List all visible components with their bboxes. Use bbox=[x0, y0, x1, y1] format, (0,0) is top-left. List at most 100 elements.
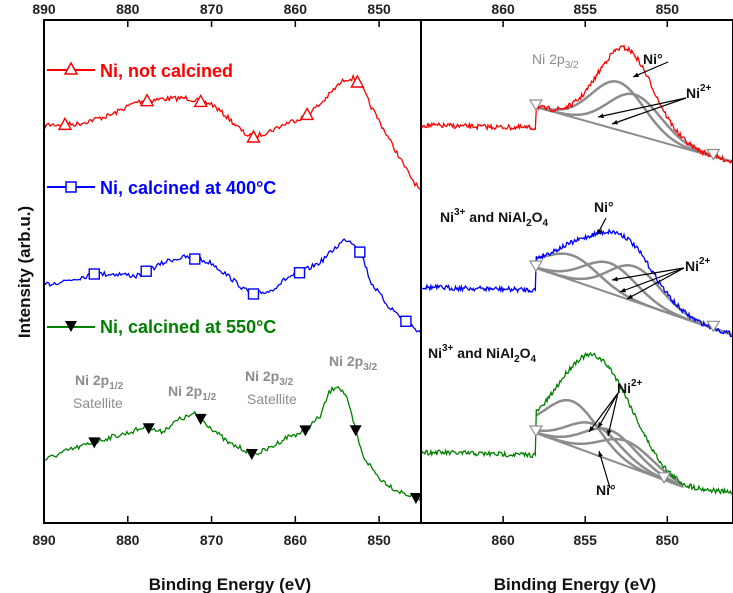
annotation-green-ni0: Ni° bbox=[596, 482, 616, 498]
annotation-arrow-1 bbox=[597, 97, 687, 118]
right-top-tick-label-860: 860 bbox=[491, 1, 515, 17]
panel-1-marker-0 bbox=[528, 260, 544, 273]
annotation-arrow-10 bbox=[598, 450, 611, 489]
annotation-arrow-4 bbox=[611, 267, 685, 281]
left-top-tick-label-870: 870 bbox=[200, 1, 224, 17]
svg-text:Ni 2p1/2: Ni 2p1/2 bbox=[75, 372, 124, 392]
right-x-axis-label: Binding Energy (eV) bbox=[494, 575, 656, 593]
right-tick-labels: 860 860 855 855 850 850 bbox=[491, 1, 679, 548]
square-icon bbox=[65, 181, 77, 193]
annotation-arrowhead-7 bbox=[598, 422, 603, 428]
series-1-marker-4 bbox=[293, 267, 306, 279]
svg-text:Ni 2p1/2: Ni 2p1/2 bbox=[168, 383, 217, 403]
series-1-marker-6 bbox=[400, 315, 412, 327]
annotation-blue-ni0: Ni° bbox=[594, 199, 614, 215]
panel-1-data-line bbox=[420, 228, 733, 338]
left-top-tick-label-880: 880 bbox=[116, 1, 140, 17]
legend-item-red: Ni, not calcined bbox=[47, 61, 233, 81]
legend-label-not-calcined: Ni, not calcined bbox=[100, 61, 233, 81]
panel-2-marker-0 bbox=[528, 425, 544, 438]
legend-label-550: Ni, calcined at 550°C bbox=[100, 317, 276, 337]
panel-0-data-line bbox=[420, 44, 733, 165]
series-2-marker-0 bbox=[88, 437, 101, 449]
svg-text:Ni 2p3/2: Ni 2p3/2 bbox=[329, 353, 378, 373]
annotation-arrowhead-9 bbox=[589, 426, 595, 432]
annotation-green-ni3: Ni3+ and NiAl2O4 bbox=[428, 343, 537, 365]
series-0-marker-5 bbox=[350, 74, 365, 88]
svg-text:Ni 2p3/2: Ni 2p3/2 bbox=[532, 51, 579, 71]
panel-2-background bbox=[535, 432, 685, 488]
right-plot-frame bbox=[420, 19, 733, 524]
series-0-marker-4 bbox=[299, 106, 315, 121]
annotation-2p12-satellite: Ni 2p1/2 Satellite bbox=[73, 372, 124, 411]
left-bottom-tick-label-860: 860 bbox=[284, 532, 308, 548]
annotation-blue-ni3: Ni3+ and NiAl2O4 bbox=[440, 207, 549, 229]
annotation-right-2p32: Ni 2p3/2 bbox=[532, 51, 579, 71]
annotation-arrow-2 bbox=[611, 97, 687, 125]
triangle-up-icon bbox=[63, 61, 79, 75]
left-top-tick-label-890: 890 bbox=[32, 1, 56, 17]
left-bottom-tick-label-850: 850 bbox=[367, 532, 391, 548]
annotation-green-ni2: Ni2+ bbox=[617, 378, 643, 396]
annotation-arrowhead-1 bbox=[598, 113, 604, 119]
left-x-axis-label: Binding Energy (eV) bbox=[149, 575, 311, 593]
left-plot bbox=[43, 73, 422, 504]
legend-item-green: Ni, calcined at 550°C bbox=[47, 317, 276, 337]
annotation-arrow-0 bbox=[632, 61, 669, 78]
right-bottom-tick-label-855: 855 bbox=[574, 532, 598, 548]
series-line-2 bbox=[43, 385, 422, 503]
series-0-marker-2 bbox=[193, 93, 208, 108]
left-bottom-tick-label-890: 890 bbox=[32, 532, 56, 548]
right-bottom-tick-label-850: 850 bbox=[656, 532, 680, 548]
annotation-2p32: Ni 2p3/2 bbox=[329, 353, 378, 373]
series-1-marker-0 bbox=[88, 268, 100, 280]
annotation-2p12: Ni 2p1/2 bbox=[168, 383, 217, 403]
series-0-marker-0 bbox=[57, 116, 73, 131]
annotation-arrowhead-10 bbox=[598, 451, 603, 457]
annotation-arrow-8 bbox=[607, 392, 619, 437]
panel-2-component-3 bbox=[535, 431, 683, 485]
legend: Ni, not calcined Ni, calcined at 400°C N… bbox=[47, 61, 276, 337]
annotation-arrow-7 bbox=[597, 392, 619, 429]
panel-0-background bbox=[535, 106, 733, 163]
left-plot-frame bbox=[43, 19, 422, 524]
svg-text:Satellite: Satellite bbox=[73, 395, 123, 411]
panel-2-marker-1 bbox=[656, 472, 672, 484]
left-top-tick-label-860: 860 bbox=[284, 1, 308, 17]
annotation-arrow-5 bbox=[619, 267, 685, 293]
series-1-marker-1 bbox=[140, 265, 152, 277]
series-2-marker-6 bbox=[409, 493, 422, 504]
series-2-marker-2 bbox=[194, 413, 207, 425]
panel-0-marker-1 bbox=[706, 148, 721, 161]
annotation-arrow-6 bbox=[626, 267, 685, 300]
legend-item-blue: Ni, calcined at 400°C bbox=[47, 178, 276, 198]
series-line-0 bbox=[43, 73, 422, 191]
svg-text:Ni 2p3/2: Ni 2p3/2 bbox=[245, 368, 294, 388]
series-2-marker-3 bbox=[245, 449, 258, 460]
y-axis-label: Intensity (arb.u.) bbox=[15, 206, 34, 338]
annotation-red-ni0: Ni° bbox=[643, 51, 663, 67]
panel-1-background bbox=[535, 267, 733, 336]
annotation-arrowhead-0 bbox=[633, 72, 639, 77]
right-bottom-tick-label-860: 860 bbox=[491, 532, 515, 548]
annotation-arrowhead-6 bbox=[627, 294, 633, 299]
annotation-arrowhead-3 bbox=[597, 229, 602, 235]
series-0-marker-3 bbox=[246, 129, 261, 143]
series-2-marker-1 bbox=[142, 423, 155, 435]
left-top-tick-label-850: 850 bbox=[367, 1, 391, 17]
left-bottom-tick-label-870: 870 bbox=[200, 532, 224, 548]
legend-label-400: Ni, calcined at 400°C bbox=[100, 178, 276, 198]
series-0-marker-1 bbox=[139, 93, 155, 107]
annotation-arrow-9 bbox=[588, 392, 619, 433]
series-2-marker-5 bbox=[349, 425, 362, 437]
annotation-2p32-satellite: Ni 2p3/2 Satellite bbox=[245, 368, 297, 407]
panel-2-data-line bbox=[420, 351, 733, 496]
annotation-arrowhead-2 bbox=[612, 119, 618, 125]
annotation-red-ni2: Ni2+ bbox=[686, 83, 712, 101]
annotation-arrowhead-4 bbox=[612, 276, 618, 282]
series-1-marker-3 bbox=[247, 288, 260, 300]
annotation-blue-ni2: Ni2+ bbox=[685, 256, 711, 274]
series-1-marker-5 bbox=[354, 246, 366, 258]
right-top-tick-label-855: 855 bbox=[574, 1, 598, 17]
